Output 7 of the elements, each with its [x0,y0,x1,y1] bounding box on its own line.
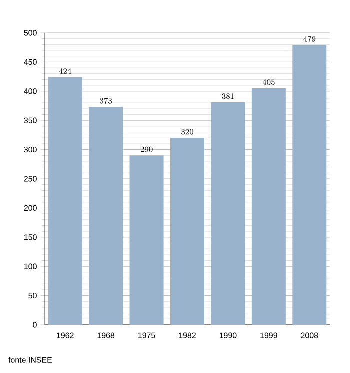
bar [48,77,82,325]
bar [89,107,124,325]
bar [211,102,246,325]
bar [252,88,286,325]
bar [170,138,204,325]
bar [292,45,327,325]
bar [130,156,164,325]
